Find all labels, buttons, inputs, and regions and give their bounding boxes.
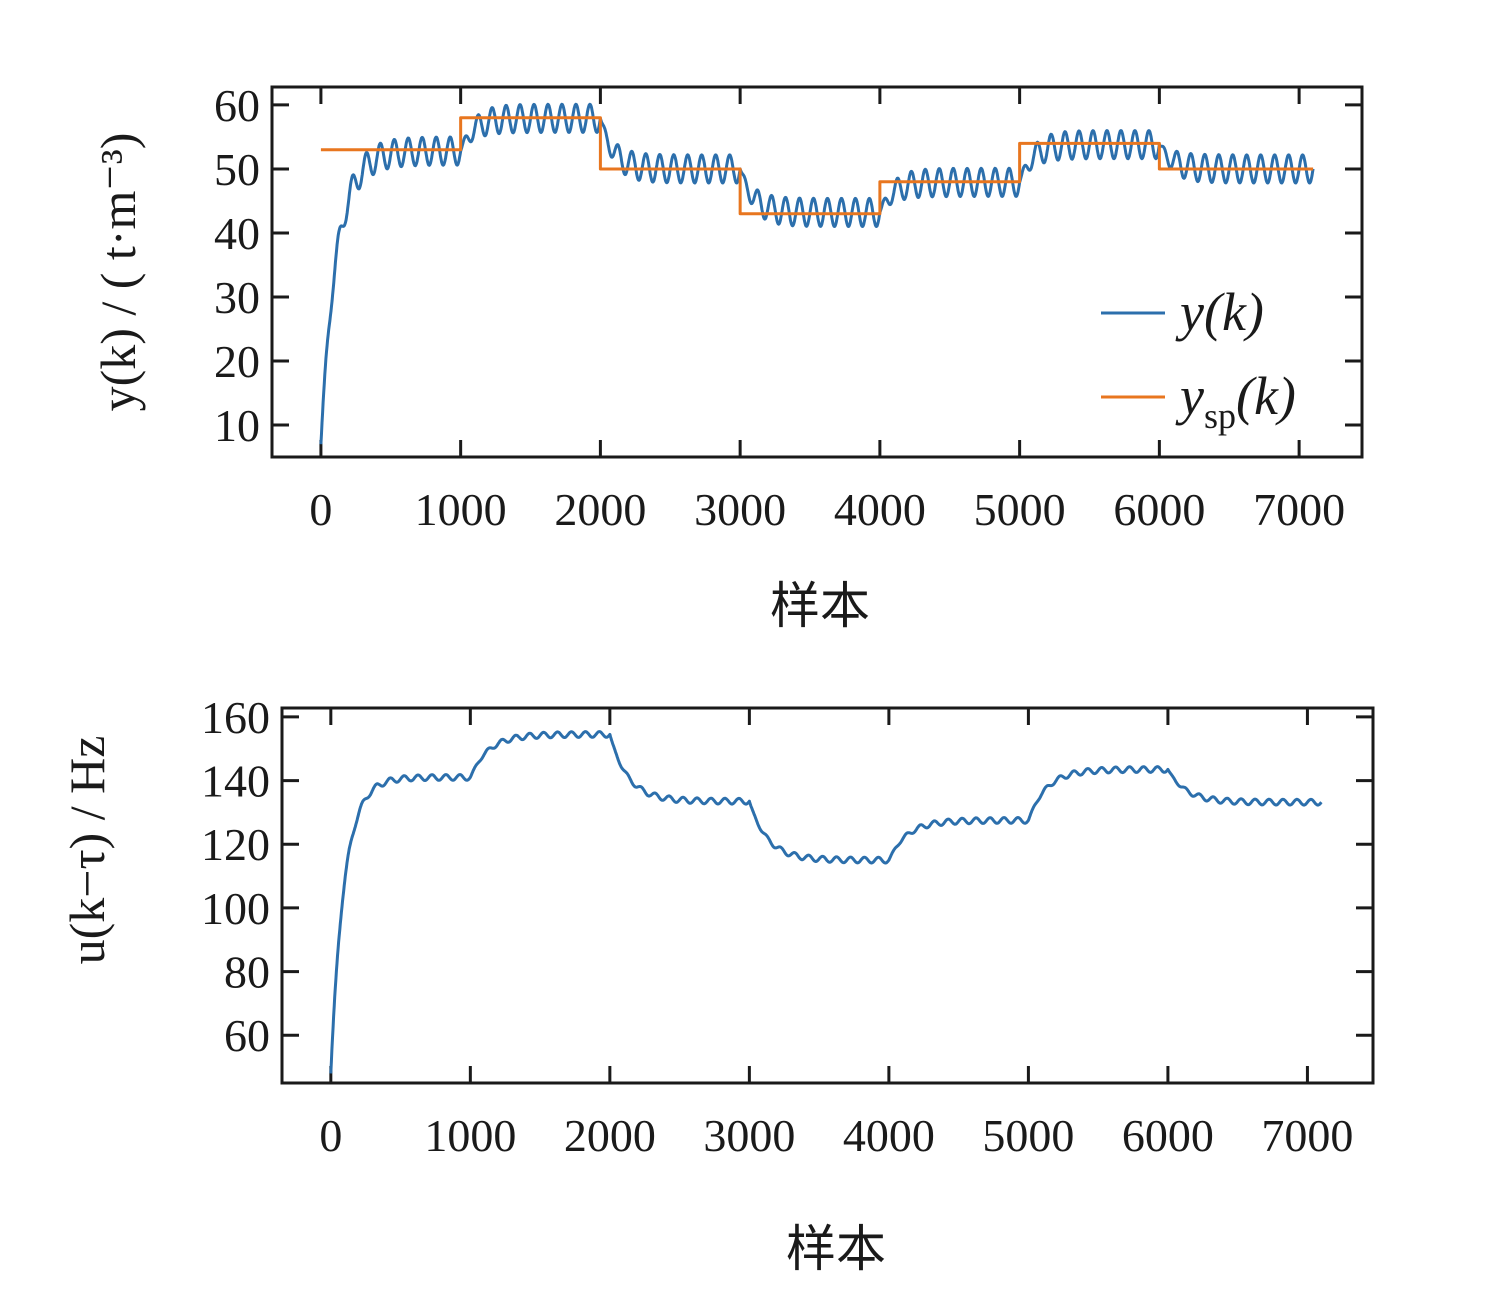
legend-label: ysp(k) — [1175, 366, 1296, 436]
y-tick-label: 60 — [224, 1010, 270, 1061]
x-tick-label: 7000 — [1253, 484, 1345, 535]
x-tick-label: 0 — [309, 484, 332, 535]
legend-label: y(k) — [1175, 282, 1264, 342]
bottom-x-axis-label: 样本 — [786, 1221, 886, 1277]
plot-frame — [270, 85, 1364, 459]
x-tick-label: 1000 — [424, 1110, 516, 1161]
x-tick-label: 6000 — [1113, 484, 1205, 535]
plot-frame — [280, 706, 1375, 1085]
x-tick-label: 5000 — [974, 484, 1066, 535]
top-y-axis-label: y(k) / ( t·m⁻³) — [90, 133, 146, 412]
x-tick-label: 5000 — [982, 1110, 1074, 1161]
y-tick-label: 10 — [214, 400, 260, 451]
bottom-chart: 0 1000 2000 3000 4000 5000 6000 7000 60 80 100 120 1… — [201, 692, 1375, 1161]
x-tick-label: 0 — [319, 1110, 342, 1161]
series-line-yk — [319, 102, 1315, 445]
y-tick-label: 120 — [201, 819, 270, 870]
series-line-yspk — [320, 116, 1314, 216]
y-tick-label: 50 — [214, 144, 260, 195]
top-x-axis-label: 样本 — [770, 578, 870, 634]
y-tick-label: 20 — [214, 336, 260, 387]
x-tick-label: 2000 — [564, 1110, 656, 1161]
y-tick-label: 40 — [214, 208, 260, 259]
y-tick-label: 160 — [201, 692, 270, 743]
bottom-y-axis-label: u(k−τ) / Hz — [59, 736, 115, 965]
y-tick-label: 100 — [201, 883, 270, 934]
x-tick-label: 3000 — [694, 484, 786, 535]
top-chart: 0 1000 2000 3000 4000 5000 6000 7000 10 20 30 40 50 6… — [214, 80, 1364, 535]
y-tick-label: 60 — [214, 80, 260, 131]
x-tick-label: 4000 — [834, 484, 926, 535]
x-tick-label: 1000 — [415, 484, 507, 535]
y-tick-label: 30 — [214, 272, 260, 323]
x-tick-label: 4000 — [843, 1110, 935, 1161]
x-tick-label: 6000 — [1122, 1110, 1214, 1161]
y-tick-label: 140 — [201, 756, 270, 807]
x-tick-label: 2000 — [554, 484, 646, 535]
y-tick-label: 80 — [224, 947, 270, 998]
series-line-uk — [329, 730, 1323, 1074]
x-tick-label: 3000 — [703, 1110, 795, 1161]
x-tick-label: 7000 — [1261, 1110, 1353, 1161]
